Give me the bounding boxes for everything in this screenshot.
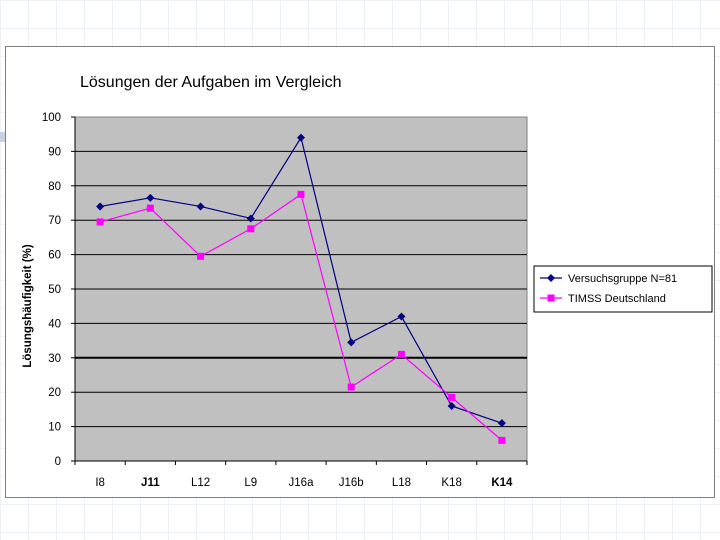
y-tick-label: 70: [48, 215, 61, 227]
y-tick-label: 100: [42, 112, 61, 124]
series-2-point: [448, 393, 456, 401]
legend-marker-2: [547, 294, 555, 302]
legend-label-2: TIMSS Deutschland: [568, 293, 666, 305]
series-1-point: [447, 401, 456, 410]
x-tick-label: L12: [191, 477, 210, 489]
x-tick-label: I8: [95, 477, 105, 489]
y-axis-title-group: Lösungshäufigkeit (%): [22, 244, 34, 367]
y-tick-label: 20: [48, 387, 61, 399]
series-2-point: [498, 436, 506, 444]
x-tick-label: J16b: [339, 477, 364, 489]
x-tick-label: K14: [491, 477, 513, 489]
x-tick-label: L9: [244, 477, 257, 489]
y-tick-label: 30: [48, 353, 61, 365]
series-1-point: [96, 202, 105, 211]
series-1-point: [297, 133, 305, 142]
legend-box: [533, 265, 713, 313]
series-1-point: [497, 419, 506, 428]
legend: Versuchsgruppe N=81 TIMSS Deutschland: [533, 265, 713, 313]
slide-side-marker: [0, 132, 8, 142]
y-tick-label: 90: [48, 146, 61, 158]
series-2-point: [146, 204, 154, 212]
series-1-point: [246, 214, 255, 223]
series-1-point: [196, 202, 205, 211]
y-tick-label: 40: [48, 318, 61, 330]
y-tick-label: 60: [48, 250, 61, 262]
chart-title: Lösungen der Aufgaben im Vergleich: [80, 74, 342, 91]
x-tick-label: J16a: [289, 477, 315, 489]
series-1-point: [397, 312, 406, 321]
series-2-point: [397, 350, 405, 358]
y-tick-label: 50: [48, 284, 61, 296]
series-2-point: [347, 383, 355, 391]
series-2-point: [96, 218, 104, 226]
x-tick-label: L18: [392, 477, 411, 489]
series-2-point: [297, 190, 305, 198]
series-2-point: [247, 225, 255, 233]
x-tick-label: K18: [441, 477, 461, 489]
series-2-point: [197, 252, 205, 260]
y-axis-title: Lösungshäufigkeit (%): [22, 244, 34, 367]
y-tick-label: 10: [48, 422, 61, 434]
plot-area: 0 10 20 30 40 50 60 70 80 90 100 I8 J11 L12 L9 J16a J16b…: [42, 112, 528, 489]
y-tick-label: 80: [48, 181, 61, 193]
legend-marker-1: [547, 274, 555, 282]
series-1-point: [146, 193, 155, 202]
legend-label-1: Versuchsgruppe N=81: [568, 273, 677, 285]
y-tick-label: 0: [55, 456, 61, 468]
series-1-point: [347, 338, 356, 347]
x-tick-label: J11: [141, 477, 160, 489]
